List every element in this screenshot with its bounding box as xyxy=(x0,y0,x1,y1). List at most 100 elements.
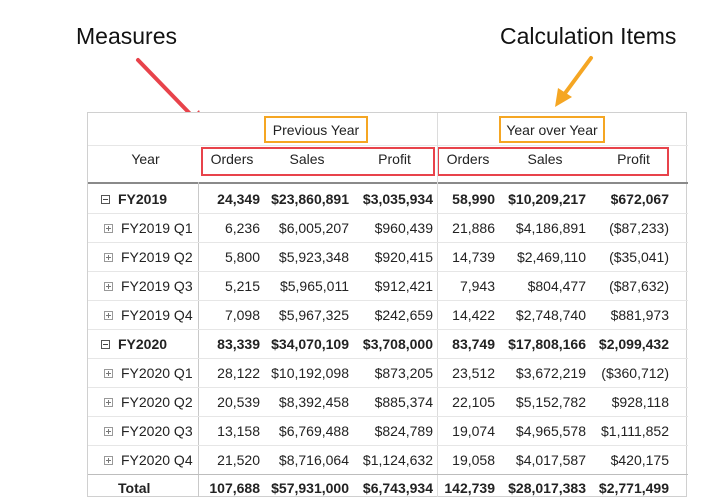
cell-profit-yoy: $881,973 xyxy=(610,307,669,323)
cell-profit-prev: $873,205 xyxy=(374,365,433,381)
row-header-column-separator xyxy=(198,182,199,497)
row-label: FY2019 Q4 xyxy=(121,307,193,323)
cell-sales-prev: $5,965,011 xyxy=(279,278,349,294)
group-header-previous-year[interactable]: Previous Year xyxy=(264,116,368,143)
cell-sales-yoy: $4,965,578 xyxy=(515,423,586,439)
expand-icon[interactable] xyxy=(104,252,113,262)
cell-sales-prev: $23,860,891 xyxy=(271,191,349,207)
row-divider xyxy=(88,242,688,243)
cell-sales-prev: $6,769,488 xyxy=(278,423,349,439)
col-header-sales-yoy[interactable]: Sales xyxy=(527,151,563,167)
row-header-year[interactable]: Year xyxy=(131,151,160,167)
cell-sales-yoy: $4,186,891 xyxy=(515,220,586,236)
cell-profit-prev: $960,439 xyxy=(374,220,433,236)
cell-orders-prev: 24,349 xyxy=(217,191,260,207)
cell-sales-yoy: $17,808,166 xyxy=(508,336,586,352)
cell-sales-prev: $6,005,207 xyxy=(278,220,349,236)
cell-orders-yoy: 19,058 xyxy=(452,452,495,468)
row-divider xyxy=(88,387,688,388)
cell-orders-yoy: 23,512 xyxy=(452,365,495,381)
cell-profit-yoy: $928,118 xyxy=(611,394,669,410)
collapse-icon[interactable] xyxy=(101,194,110,204)
row-label-cell: FY2020 Q1 xyxy=(104,359,193,387)
collapse-icon[interactable] xyxy=(101,339,110,349)
cell-sales-prev: $5,923,348 xyxy=(278,249,349,265)
cell-profit-yoy: $1,111,852 xyxy=(601,423,669,439)
row-label-cell: FY2019 Q4 xyxy=(104,301,193,329)
total-profit-yoy: $2,771,499 xyxy=(598,480,669,496)
cell-profit-yoy: $2,099,432 xyxy=(598,336,669,352)
expand-icon[interactable] xyxy=(104,426,113,436)
cell-profit-prev: $912,421 xyxy=(374,278,433,294)
cell-orders-yoy: 19,074 xyxy=(452,423,495,439)
group-header-year-over-year-label: Year over Year xyxy=(506,121,598,138)
row-label: FY2020 Q2 xyxy=(121,394,193,410)
expand-icon[interactable] xyxy=(104,368,113,378)
table-row: FY2019 Q3 5,215 $5,965,011 $912,421 7,94… xyxy=(88,272,688,300)
cell-profit-prev: $920,415 xyxy=(374,249,433,265)
cell-orders-yoy: 22,105 xyxy=(452,394,495,410)
group-header-year-over-year[interactable]: Year over Year xyxy=(499,116,605,143)
cell-orders-prev: 28,122 xyxy=(217,365,260,381)
cell-sales-prev: $8,716,064 xyxy=(278,452,349,468)
cell-sales-yoy: $5,152,782 xyxy=(515,394,586,410)
row-divider xyxy=(88,213,688,214)
col-header-profit-yoy[interactable]: Profit xyxy=(617,151,650,167)
cell-sales-prev: $10,192,098 xyxy=(271,365,349,381)
total-sales-prev: $57,931,000 xyxy=(271,480,349,496)
expand-icon[interactable] xyxy=(104,281,113,291)
table-row: FY2020 83,339 $34,070,109 $3,708,000 83,… xyxy=(88,330,688,358)
row-label-cell: FY2020 Q2 xyxy=(104,388,193,416)
table-row: FY2020 Q1 28,122 $10,192,098 $873,205 23… xyxy=(88,359,688,387)
col-header-orders-yoy[interactable]: Orders xyxy=(446,151,490,167)
col-header-sales-prev[interactable]: Sales xyxy=(289,151,325,167)
cell-profit-prev: $1,124,632 xyxy=(362,452,433,468)
col-header-orders-prev[interactable]: Orders xyxy=(210,151,254,167)
row-label-cell: FY2019 Q1 xyxy=(104,214,193,242)
table-row: FY2019 Q4 7,098 $5,967,325 $242,659 14,4… xyxy=(88,301,688,329)
row-divider xyxy=(88,271,688,272)
cell-sales-yoy: $10,209,217 xyxy=(508,191,586,207)
row-label-cell: FY2020 xyxy=(101,330,167,358)
col-header-profit-prev[interactable]: Profit xyxy=(378,151,411,167)
group-separator xyxy=(437,113,438,497)
cell-orders-prev: 83,339 xyxy=(217,336,260,352)
expand-icon[interactable] xyxy=(104,223,113,233)
cell-profit-yoy: $672,067 xyxy=(610,191,669,207)
calc-items-arrow xyxy=(561,56,593,98)
expand-icon[interactable] xyxy=(104,397,113,407)
row-label: FY2019 Q1 xyxy=(121,220,193,236)
cell-orders-prev: 5,215 xyxy=(224,278,260,294)
measures-arrow xyxy=(136,58,200,124)
expand-icon[interactable] xyxy=(104,310,113,320)
row-label: FY2020 Q1 xyxy=(121,365,193,381)
cell-orders-yoy: 21,886 xyxy=(452,220,495,236)
row-divider xyxy=(88,358,688,359)
cell-orders-yoy: 58,990 xyxy=(452,191,495,207)
cell-orders-prev: 20,539 xyxy=(217,394,260,410)
row-label-cell: FY2019 Q2 xyxy=(104,243,193,271)
measures-highlight-yoy xyxy=(437,147,669,176)
calculation-items-callout-label: Calculation Items xyxy=(500,23,677,49)
cell-profit-yoy: ($87,233) xyxy=(609,220,669,236)
row-label: FY2019 Q3 xyxy=(121,278,193,294)
cell-sales-yoy: $804,477 xyxy=(527,278,586,294)
row-divider xyxy=(88,445,688,446)
row-divider xyxy=(88,300,688,301)
cell-sales-yoy: $3,672,219 xyxy=(515,365,586,381)
cell-orders-yoy: 7,943 xyxy=(459,278,495,294)
matrix-visual: Previous Year Year over Year Year Orders… xyxy=(87,112,688,497)
cell-sales-yoy: $4,017,587 xyxy=(515,452,586,468)
cell-sales-prev: $5,967,325 xyxy=(278,307,349,323)
row-label-cell: FY2020 Q4 xyxy=(104,446,193,474)
group-header-previous-year-label: Previous Year xyxy=(272,121,360,138)
expand-icon[interactable] xyxy=(104,455,113,465)
table-row: FY2019 Q1 6,236 $6,005,207 $960,439 21,8… xyxy=(88,214,688,242)
matrix-body: FY2019 24,349 $23,860,891 $3,035,934 58,… xyxy=(88,185,688,497)
table-row: FY2019 24,349 $23,860,891 $3,035,934 58,… xyxy=(88,185,688,213)
cell-profit-prev: $824,789 xyxy=(374,423,433,439)
measures-highlight-prev xyxy=(201,147,435,176)
cell-profit-yoy: $420,175 xyxy=(610,452,669,468)
table-row: FY2020 Q2 20,539 $8,392,458 $885,374 22,… xyxy=(88,388,688,416)
